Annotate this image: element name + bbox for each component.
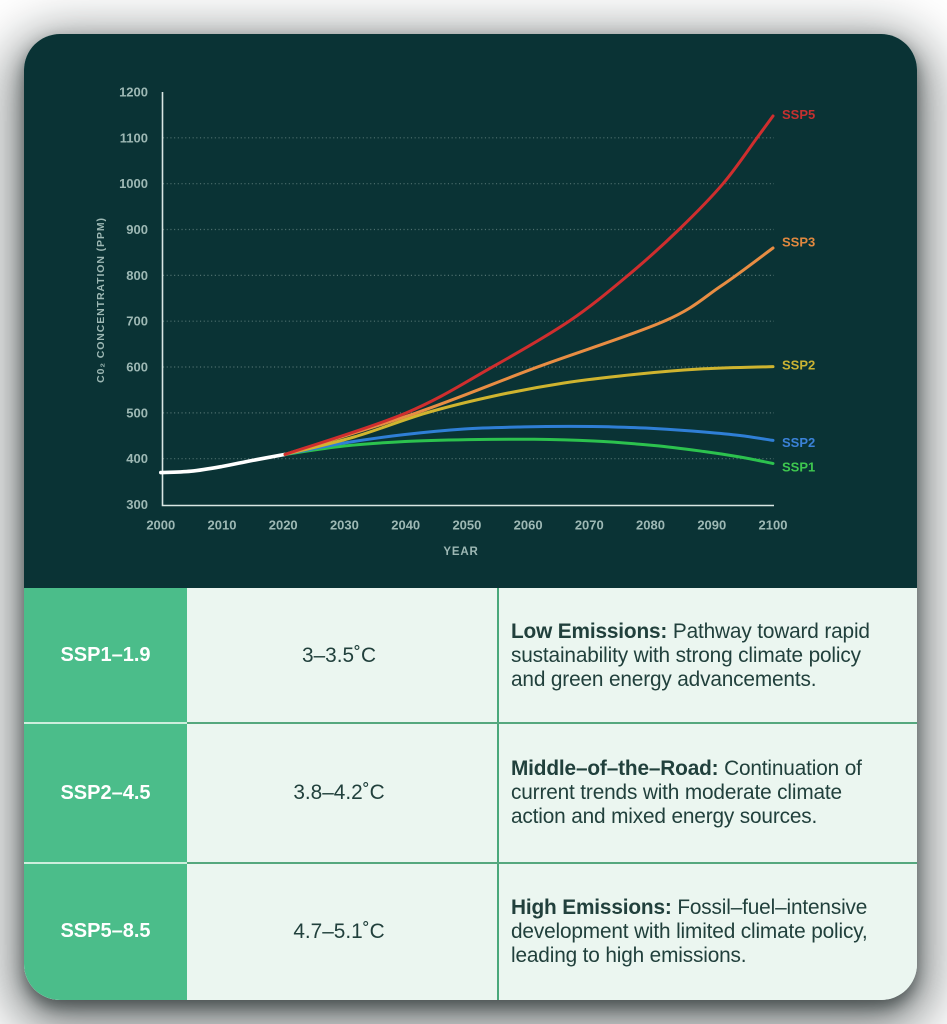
svg-text:2010: 2010 <box>208 518 237 533</box>
svg-text:2070: 2070 <box>575 518 604 533</box>
svg-text:2030: 2030 <box>330 518 359 533</box>
svg-text:YEAR: YEAR <box>443 546 478 558</box>
svg-text:1100: 1100 <box>120 130 148 145</box>
svg-text:1200: 1200 <box>119 85 148 100</box>
svg-text:C0₂ CONCENTRATION (PPM): C0₂ CONCENTRATION (PPM) <box>95 217 107 383</box>
svg-text:2000: 2000 <box>146 518 175 533</box>
svg-text:2100: 2100 <box>759 518 788 533</box>
svg-text:SSP2: SSP2 <box>782 358 815 373</box>
svg-text:SSP1: SSP1 <box>782 460 815 475</box>
svg-text:400: 400 <box>126 451 148 466</box>
svg-text:700: 700 <box>126 314 148 329</box>
svg-text:500: 500 <box>126 405 148 420</box>
svg-text:SSP5: SSP5 <box>782 107 815 122</box>
svg-text:SSP2: SSP2 <box>782 435 815 450</box>
svg-text:SSP3: SSP3 <box>782 235 815 250</box>
svg-text:2090: 2090 <box>697 518 726 533</box>
svg-text:900: 900 <box>126 222 148 237</box>
svg-text:2080: 2080 <box>636 518 665 533</box>
svg-text:600: 600 <box>126 360 148 375</box>
svg-text:1000: 1000 <box>119 176 148 191</box>
svg-text:2050: 2050 <box>452 518 481 533</box>
svg-text:2020: 2020 <box>269 518 298 533</box>
svg-text:300: 300 <box>126 497 148 512</box>
svg-text:800: 800 <box>126 268 148 283</box>
svg-text:2060: 2060 <box>514 518 543 533</box>
svg-text:2040: 2040 <box>391 518 420 533</box>
